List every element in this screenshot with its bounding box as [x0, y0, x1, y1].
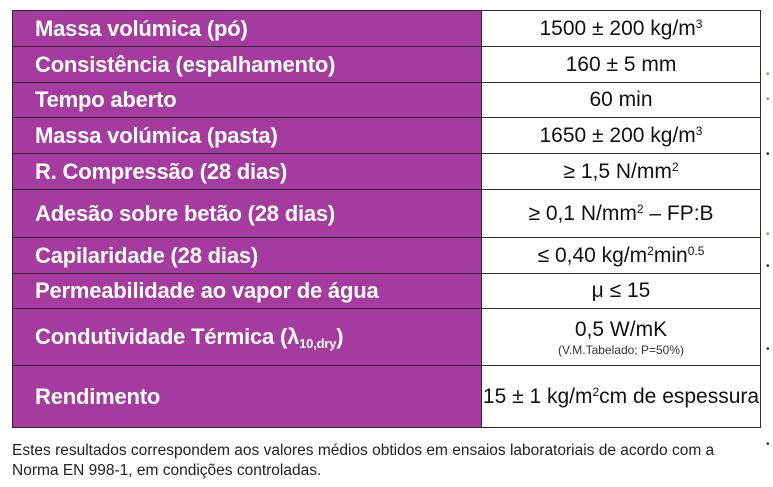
edge-mark: •: [766, 229, 770, 240]
property-label: Massa volúmica (pó): [12, 10, 482, 47]
table-row: Capilaridade (28 dias) ≤ 0,40 kg/m2min0.…: [12, 237, 761, 274]
edge-mark: •: [766, 344, 770, 355]
table-row: Permeabilidade ao vapor de água μ ≤ 15: [12, 273, 761, 309]
property-value: ≥ 0,1 N/mm2 – FP:B: [481, 189, 761, 238]
table-row: Massa volúmica (pó) 1500 ± 200 kg/m3: [12, 10, 761, 47]
property-label: R. Compressão (28 dias): [12, 153, 482, 190]
property-value: 15 ± 1 kg/m2cm de espessura: [481, 365, 761, 428]
table-row: Condutividade Térmica (λ10,dry) 0,5 W/mK…: [12, 308, 761, 366]
table-row: Massa volúmica (pasta) 1650 ± 200 kg/m3: [12, 117, 761, 154]
property-label: Consistência (espalhamento): [12, 46, 482, 83]
property-label: Massa volúmica (pasta): [12, 117, 482, 154]
table-row: R. Compressão (28 dias) ≥ 1,5 N/mm2: [12, 153, 761, 190]
table-row: Adesão sobre betão (28 dias) ≥ 0,1 N/mm2…: [12, 189, 761, 238]
property-label: Tempo aberto: [12, 82, 482, 118]
property-label: Permeabilidade ao vapor de água: [12, 273, 482, 309]
property-value: 1650 ± 200 kg/m3: [481, 117, 761, 154]
edge-mark: •: [766, 94, 770, 105]
edge-mark: •: [766, 261, 770, 272]
property-label: Condutividade Térmica (λ10,dry): [12, 308, 482, 366]
property-value: 0,5 W/mK (V.M.Tabelado; P=50%): [481, 308, 761, 366]
edge-mark: •: [766, 69, 770, 80]
property-value-note: (V.M.Tabelado; P=50%): [558, 343, 684, 357]
property-value: ≤ 0,40 kg/m2min0.5: [481, 237, 761, 274]
page-edge-marks: • • • • • • •: [764, 0, 773, 487]
property-value: μ ≤ 15: [481, 273, 761, 309]
table-row: Consistência (espalhamento) 160 ± 5 mm: [12, 46, 761, 83]
table-row: Rendimento 15 ± 1 kg/m2cm de espessura: [12, 365, 761, 428]
property-label: Capilaridade (28 dias): [12, 237, 482, 274]
properties-table: Massa volúmica (pó) 1500 ± 200 kg/m3 Con…: [12, 10, 761, 428]
property-value: 160 ± 5 mm: [481, 46, 761, 83]
property-value: ≥ 1,5 N/mm2: [481, 153, 761, 190]
edge-mark: •: [766, 149, 770, 160]
edge-mark: •: [766, 439, 770, 450]
table-row: Tempo aberto 60 min: [12, 82, 761, 118]
footnote: Estes resultados correspondem aos valore…: [12, 442, 715, 479]
property-value: 60 min: [481, 82, 761, 118]
property-label: Adesão sobre betão (28 dias): [12, 189, 482, 238]
property-value: 1500 ± 200 kg/m3: [481, 10, 761, 47]
property-label: Rendimento: [12, 365, 482, 428]
